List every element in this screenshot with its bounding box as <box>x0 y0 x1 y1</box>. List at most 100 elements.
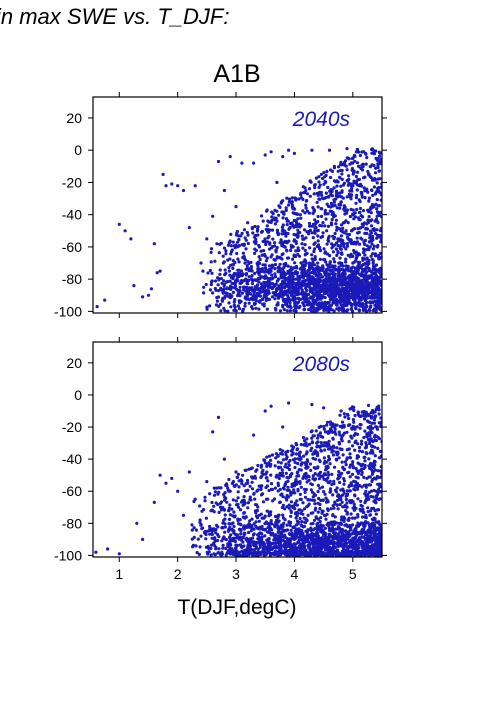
data-point <box>304 520 308 525</box>
data-point <box>227 266 231 270</box>
data-point <box>257 272 261 276</box>
data-point <box>328 533 332 537</box>
data-point <box>290 271 294 275</box>
data-point <box>343 303 347 308</box>
data-point <box>318 519 322 524</box>
data-point <box>228 525 232 530</box>
data-point <box>311 474 315 478</box>
data-point <box>318 486 322 490</box>
data-point <box>294 441 298 446</box>
data-point <box>379 198 382 202</box>
data-point <box>268 277 272 281</box>
data-point <box>339 488 343 492</box>
data-point <box>287 401 291 405</box>
data-point <box>300 242 304 246</box>
data-point <box>236 268 240 272</box>
data-point <box>339 234 343 238</box>
data-point <box>253 224 257 229</box>
data-point <box>338 261 342 265</box>
data-point <box>329 447 333 451</box>
data-point <box>305 480 309 484</box>
data-point <box>375 181 379 185</box>
data-point <box>247 530 251 535</box>
data-point <box>305 444 309 448</box>
data-point <box>261 500 266 504</box>
data-point <box>352 251 356 255</box>
data-point <box>343 282 347 286</box>
data-point <box>266 544 270 548</box>
data-point <box>363 238 368 242</box>
data-point <box>357 414 361 418</box>
data-point <box>341 489 346 493</box>
data-point <box>355 456 359 460</box>
data-point <box>307 211 311 215</box>
data-point <box>305 450 309 454</box>
data-point <box>307 442 312 446</box>
data-point <box>301 209 305 213</box>
data-point <box>339 238 344 242</box>
data-point <box>319 304 323 308</box>
data-point <box>354 256 359 260</box>
data-point <box>196 537 200 541</box>
data-point <box>328 487 333 491</box>
data-point <box>266 530 270 534</box>
data-point <box>242 288 246 292</box>
data-point <box>164 481 168 485</box>
data-point <box>292 295 296 299</box>
data-point <box>323 526 327 530</box>
data-point <box>371 426 375 430</box>
data-point <box>335 302 339 306</box>
data-point <box>316 277 320 281</box>
data-point <box>290 196 294 200</box>
data-point <box>281 155 285 159</box>
data-point <box>363 273 367 277</box>
data-point <box>310 224 314 228</box>
data-point <box>235 503 239 507</box>
data-point <box>231 498 235 502</box>
data-point <box>216 295 221 299</box>
data-point <box>283 465 287 469</box>
data-point <box>260 532 264 536</box>
data-point <box>336 169 340 173</box>
data-point <box>280 531 284 535</box>
data-point <box>361 270 365 274</box>
data-point <box>251 298 255 302</box>
data-point <box>301 279 305 283</box>
data-point <box>356 543 360 547</box>
data-point <box>279 238 283 242</box>
data-point <box>218 505 222 509</box>
data-point <box>269 519 273 523</box>
data-point <box>363 257 367 261</box>
data-point <box>267 264 272 268</box>
data-point <box>300 509 304 513</box>
data-point <box>222 284 226 288</box>
data-point <box>373 542 377 546</box>
data-point <box>378 482 382 486</box>
data-point <box>321 176 325 181</box>
data-point <box>378 449 382 453</box>
data-point <box>285 256 290 260</box>
data-point <box>304 203 308 207</box>
data-point <box>197 552 201 557</box>
data-point <box>361 306 365 310</box>
data-point <box>326 500 330 504</box>
data-point <box>352 408 356 413</box>
data-point <box>275 279 279 283</box>
data-point <box>331 493 335 497</box>
data-point <box>240 231 244 235</box>
data-point <box>227 509 231 513</box>
data-point <box>239 544 243 548</box>
data-point <box>277 296 281 300</box>
data-point <box>346 524 350 529</box>
data-point <box>312 208 316 213</box>
data-point <box>354 467 358 471</box>
data-point <box>311 456 315 460</box>
data-point <box>283 284 288 289</box>
data-point <box>348 239 352 243</box>
data-point <box>351 184 355 188</box>
data-point <box>338 296 342 300</box>
data-point <box>348 540 352 544</box>
data-point <box>342 181 346 185</box>
data-point <box>334 180 338 184</box>
data-point <box>331 250 335 254</box>
